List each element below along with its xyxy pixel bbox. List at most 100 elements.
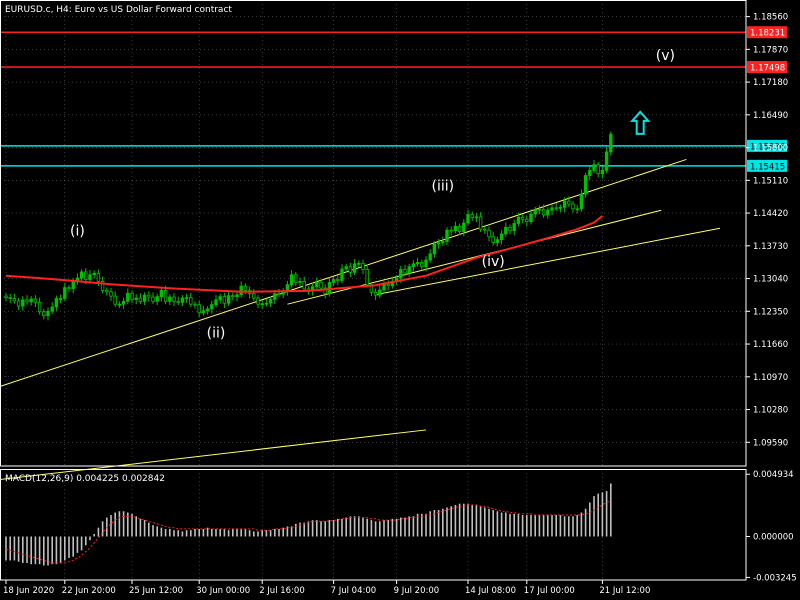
candle-body xyxy=(205,308,210,312)
x-tick-label: 30 Jun 00:00 xyxy=(196,586,250,596)
candle-body xyxy=(180,297,185,303)
candle-body xyxy=(420,262,424,268)
candle-body xyxy=(273,293,277,300)
candle-body xyxy=(151,296,155,302)
candle-body xyxy=(268,299,273,304)
macd-signal-line xyxy=(5,500,611,564)
candle-body xyxy=(88,274,92,280)
candle-body xyxy=(201,310,206,314)
up-arrow-icon xyxy=(629,110,651,135)
candle-body xyxy=(126,292,130,302)
candle-body xyxy=(386,283,390,287)
candle-body xyxy=(92,272,96,276)
level-price-tag xyxy=(747,61,787,74)
candle-body xyxy=(373,291,378,296)
candle-body xyxy=(604,151,609,171)
candle-body xyxy=(344,266,348,270)
y-tick-label: 1.10280 xyxy=(753,406,788,416)
candle-body xyxy=(436,242,441,245)
y-tick-label: 1.13730 xyxy=(753,242,788,252)
candle-body xyxy=(336,279,340,281)
candle-body xyxy=(100,281,105,291)
candle-body xyxy=(562,200,567,208)
wave-label: (iv) xyxy=(482,254,505,270)
candle-body xyxy=(541,208,546,216)
candle-body xyxy=(525,218,529,223)
y-tick-label: 1.15110 xyxy=(753,176,788,186)
candle-body xyxy=(197,304,201,314)
candle-body xyxy=(428,253,432,261)
candle-body xyxy=(508,226,512,232)
candle-body xyxy=(378,289,382,296)
symbol-info-label: EURUSD.c, H4: Euro vs US Dollar Forward … xyxy=(5,5,232,15)
candle-body xyxy=(520,216,525,220)
candle-body xyxy=(403,269,407,274)
candle-body xyxy=(252,293,256,299)
level-price-tag xyxy=(747,159,787,172)
y-tick-label: 1.15800 xyxy=(753,144,788,154)
candle-body xyxy=(365,269,369,286)
candle-body xyxy=(302,281,306,290)
candle-body xyxy=(138,297,143,302)
candle-body xyxy=(579,193,584,210)
candle-body xyxy=(319,281,323,289)
candle-body xyxy=(256,297,260,305)
candle-body xyxy=(499,233,504,241)
candle-body xyxy=(134,297,138,300)
candle-body xyxy=(264,302,269,305)
candle-body xyxy=(294,274,298,283)
candle-body xyxy=(483,228,487,231)
x-tick-label: 7 Jul 04:00 xyxy=(331,586,377,596)
annotations-layer: (i) (ii) (iii) (iv) (v) xyxy=(70,48,675,342)
candle-body xyxy=(159,290,164,297)
candle-body xyxy=(243,285,248,291)
candle-body xyxy=(109,291,113,297)
candle-body xyxy=(25,299,29,303)
candle-body xyxy=(529,213,533,223)
candle-body xyxy=(357,262,361,265)
candle-body xyxy=(512,223,516,232)
candle-body xyxy=(96,272,101,282)
candle-body xyxy=(21,299,25,307)
moving-average-line xyxy=(5,215,604,293)
candle-body xyxy=(596,164,600,175)
candle-body xyxy=(50,306,54,312)
candle-body xyxy=(142,294,147,302)
x-tick-label: 18 Jun 2020 xyxy=(3,586,54,596)
level-price-tag xyxy=(747,26,787,39)
candle-body xyxy=(58,298,63,300)
candle-body xyxy=(54,298,59,308)
candle-body xyxy=(176,300,180,303)
candle-body xyxy=(382,283,386,291)
candle-body xyxy=(575,208,579,211)
candle-body xyxy=(466,214,470,224)
candle-body xyxy=(470,214,474,218)
candle-body xyxy=(8,297,12,299)
candle-body xyxy=(121,300,126,305)
y-tick-label: 1.16490 xyxy=(753,111,788,121)
candle-body xyxy=(193,303,197,306)
candle-body xyxy=(491,236,495,243)
candle-body xyxy=(352,263,357,273)
candle-body xyxy=(37,301,42,313)
candle-body xyxy=(218,296,222,301)
candle-body xyxy=(315,281,319,288)
candle-body xyxy=(609,133,613,153)
x-tick-label: 22 Jun 20:00 xyxy=(62,586,116,596)
macd-y-tick-label: -0.003245 xyxy=(753,573,797,583)
candle-body xyxy=(474,216,479,219)
candle-body xyxy=(184,297,189,299)
candle-body xyxy=(348,266,353,273)
candle-body xyxy=(457,225,462,232)
moving-average-layer xyxy=(5,215,604,293)
candle-body xyxy=(445,229,449,242)
wave-label: (iii) xyxy=(432,178,455,194)
candle-body xyxy=(533,209,537,215)
candle-body xyxy=(172,296,176,302)
level-price-label: 1.15415 xyxy=(750,162,785,172)
candle-body xyxy=(537,208,542,211)
trendline xyxy=(0,429,427,480)
candle-body xyxy=(571,203,575,210)
frame-layer xyxy=(0,0,747,581)
